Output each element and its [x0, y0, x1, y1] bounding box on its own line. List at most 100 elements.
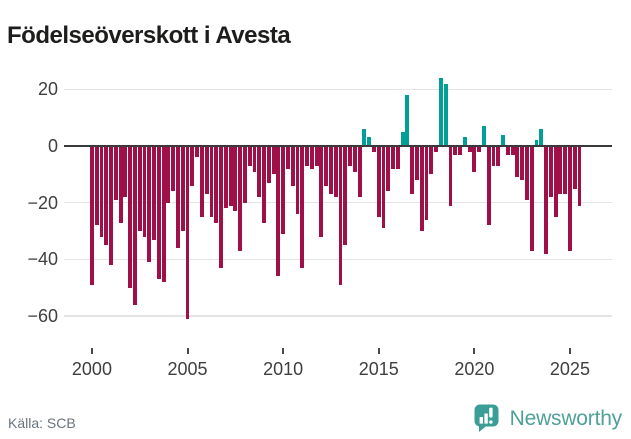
gridline-y-40: [64, 258, 612, 261]
gridline-y-20: [64, 201, 612, 204]
bar: [376, 146, 381, 217]
bar: [372, 146, 376, 152]
bar: [362, 128, 367, 146]
bar: [343, 146, 348, 246]
x-axis-label: 2005: [167, 359, 208, 379]
y-axis-label: −20: [27, 192, 58, 213]
bar: [524, 146, 529, 200]
bar: [553, 146, 558, 217]
bar: [534, 140, 539, 146]
bar: [285, 146, 290, 169]
bar: [137, 146, 142, 232]
bar: [458, 146, 462, 155]
bar: [128, 146, 133, 288]
bar: [443, 83, 448, 146]
bar: [223, 146, 228, 209]
source-label: Källa: SCB: [8, 415, 76, 431]
bar: [486, 146, 491, 226]
bar: [166, 146, 171, 203]
bar: [434, 146, 439, 152]
bar: [572, 146, 577, 189]
bar: [185, 146, 190, 319]
newsworthy-logo[interactable]: Newsworthy: [472, 402, 622, 435]
bar: [305, 146, 309, 166]
zero-axis-line: [64, 144, 612, 148]
bar: [329, 146, 333, 195]
bar: [501, 134, 505, 146]
bar: [548, 146, 553, 198]
bar: [558, 146, 563, 195]
bar: [180, 146, 185, 232]
bar: [190, 146, 195, 186]
bar: [319, 146, 324, 237]
bar: [228, 146, 233, 206]
bar: [233, 146, 238, 212]
bar: [309, 146, 314, 169]
bar: [333, 146, 338, 198]
x-axis-label: 2000: [71, 359, 112, 379]
y-axis-label: −40: [27, 249, 58, 270]
bar: [496, 146, 501, 166]
bar: [133, 146, 137, 305]
bar: [142, 146, 147, 237]
y-axis-label: 0: [47, 136, 58, 156]
bar: [161, 146, 166, 283]
bar: [510, 146, 515, 155]
x-axis-label: 2020: [454, 359, 495, 379]
bar: [352, 146, 357, 172]
bar: [568, 146, 572, 251]
bar: [300, 146, 305, 268]
bar: [252, 146, 257, 172]
bar: [195, 146, 200, 158]
bar: [152, 146, 157, 240]
bar: [391, 146, 396, 169]
bar: [381, 146, 386, 229]
bar: [90, 146, 94, 285]
x-axis-tick: [282, 348, 285, 354]
bar: [386, 146, 391, 192]
newsworthy-logo-text: Newsworthy: [509, 406, 623, 430]
page-title: Födelseöverskott i Avesta: [7, 22, 291, 50]
bar: [419, 146, 424, 232]
bar: [314, 146, 319, 166]
bar: [109, 146, 113, 266]
x-axis-label: 2015: [358, 359, 399, 379]
bar: [324, 146, 329, 186]
gridline-y-60: [64, 315, 612, 317]
bar: [357, 146, 362, 198]
x-axis-label: 2025: [549, 359, 590, 379]
bar: [453, 146, 458, 155]
bar: [147, 146, 152, 263]
bar: [472, 146, 477, 172]
bar: [118, 146, 123, 223]
bar: [515, 146, 520, 178]
y-axis-label: −60: [27, 306, 58, 327]
bar: [176, 146, 180, 249]
bar: [410, 146, 415, 195]
bar: [219, 146, 223, 268]
bar: [462, 137, 467, 146]
bar: [367, 137, 372, 146]
bar: [113, 146, 118, 200]
bar: [348, 146, 352, 166]
bar: [505, 146, 510, 155]
bar: [281, 146, 286, 234]
bar: [429, 146, 434, 175]
bar: [481, 126, 486, 146]
x-axis-tick: [568, 348, 571, 354]
bar: [477, 146, 482, 152]
bar: [424, 146, 429, 220]
bar: [171, 146, 176, 192]
bar: [238, 146, 243, 251]
x-axis-tick: [473, 348, 476, 354]
bar: [338, 146, 343, 285]
bar: [491, 146, 496, 166]
bar: [94, 146, 99, 226]
bar: [204, 146, 209, 195]
bar: [104, 146, 109, 246]
bar: [529, 146, 534, 251]
bar: [99, 146, 104, 237]
bar: [467, 146, 472, 152]
bar: [405, 94, 410, 146]
